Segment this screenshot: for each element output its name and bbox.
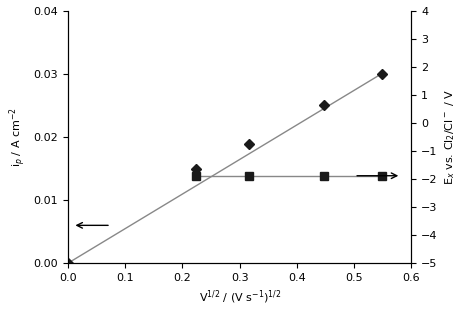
Y-axis label: E$_x$ vs. Cl$_2$/Cl$^-$ / V: E$_x$ vs. Cl$_2$/Cl$^-$ / V bbox=[442, 89, 456, 185]
Y-axis label: i$_p$ / A cm$^{-2}$: i$_p$ / A cm$^{-2}$ bbox=[7, 107, 28, 167]
X-axis label: V$^{1/2}$ / (V s$^{-1}$)$^{1/2}$: V$^{1/2}$ / (V s$^{-1}$)$^{1/2}$ bbox=[198, 289, 280, 306]
